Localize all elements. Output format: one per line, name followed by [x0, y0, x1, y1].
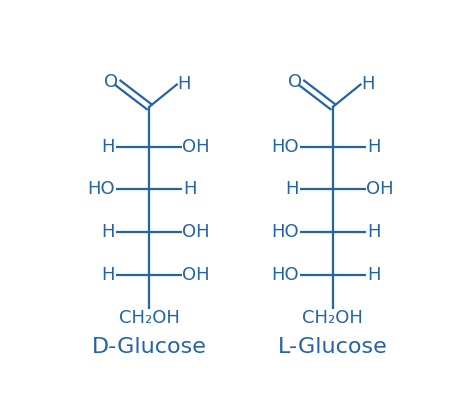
Text: OH: OH [366, 180, 394, 199]
Text: H: H [101, 266, 115, 284]
Text: OH: OH [182, 223, 210, 242]
Text: H: H [285, 180, 299, 199]
Text: HO: HO [271, 223, 299, 242]
Text: D-Glucose: D-Glucose [92, 337, 207, 357]
Text: OH: OH [182, 266, 210, 284]
Text: L-Glucose: L-Glucose [278, 337, 388, 357]
Text: H: H [367, 138, 381, 156]
Text: H: H [367, 266, 381, 284]
Text: H: H [183, 180, 197, 199]
Text: O: O [288, 73, 302, 91]
Text: O: O [104, 73, 118, 91]
Text: HO: HO [271, 138, 299, 156]
Text: H: H [101, 138, 115, 156]
Text: CH₂OH: CH₂OH [119, 309, 180, 327]
Text: H: H [367, 223, 381, 242]
Text: H: H [101, 223, 115, 242]
Text: CH₂OH: CH₂OH [302, 309, 364, 327]
Text: H: H [361, 75, 374, 93]
Text: OH: OH [182, 138, 210, 156]
Text: HO: HO [88, 180, 115, 199]
Text: H: H [177, 75, 191, 93]
Text: HO: HO [271, 266, 299, 284]
